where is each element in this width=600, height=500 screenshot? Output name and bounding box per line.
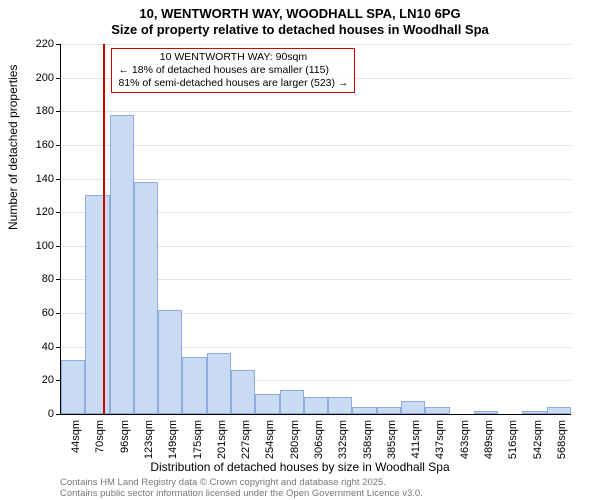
ytick-label: 140 xyxy=(24,173,54,185)
ytick-label: 40 xyxy=(24,341,54,353)
gridline xyxy=(61,179,571,180)
histogram-bar xyxy=(474,411,498,414)
gridline xyxy=(61,111,571,112)
histogram-bar xyxy=(231,370,255,414)
histogram-bar xyxy=(255,394,279,414)
annotation-line1: 10 WENTWORTH WAY: 90sqm xyxy=(118,51,348,64)
histogram-bar xyxy=(158,310,182,414)
ytick-label: 20 xyxy=(24,374,54,386)
ytick-label: 0 xyxy=(24,408,54,420)
histogram-bar xyxy=(328,397,352,414)
ytick-label: 220 xyxy=(24,38,54,50)
annotation-line3: 81% of semi-detached houses are larger (… xyxy=(118,77,348,90)
histogram-bar xyxy=(182,357,206,414)
chart-title-description: Size of property relative to detached ho… xyxy=(0,22,600,37)
ytick-mark xyxy=(56,111,61,112)
ytick-mark xyxy=(56,179,61,180)
ytick-label: 180 xyxy=(24,105,54,117)
ytick-mark xyxy=(56,145,61,146)
property-size-chart: 10, WENTWORTH WAY, WOODHALL SPA, LN10 6P… xyxy=(0,0,600,500)
y-axis-title: Number of detached properties xyxy=(6,65,20,230)
ytick-label: 160 xyxy=(24,139,54,151)
ytick-mark xyxy=(56,279,61,280)
histogram-bar xyxy=(85,195,109,414)
ytick-mark xyxy=(56,78,61,79)
histogram-bar xyxy=(207,353,231,414)
chart-title-address: 10, WENTWORTH WAY, WOODHALL SPA, LN10 6P… xyxy=(0,6,600,21)
histogram-bar xyxy=(61,360,85,414)
annotation-line2: ← 18% of detached houses are smaller (11… xyxy=(118,64,348,77)
ytick-mark xyxy=(56,347,61,348)
property-marker-line xyxy=(103,44,105,414)
plot-area: 10 WENTWORTH WAY: 90sqm← 18% of detached… xyxy=(60,44,571,415)
ytick-label: 80 xyxy=(24,273,54,285)
histogram-bar xyxy=(377,407,401,414)
annotation-box: 10 WENTWORTH WAY: 90sqm← 18% of detached… xyxy=(111,48,355,93)
x-axis-title: Distribution of detached houses by size … xyxy=(0,460,600,474)
ytick-mark xyxy=(56,246,61,247)
histogram-bar xyxy=(425,407,449,414)
ytick-label: 100 xyxy=(24,240,54,252)
ytick-mark xyxy=(56,212,61,213)
ytick-mark xyxy=(56,414,61,415)
histogram-bar xyxy=(547,407,571,414)
gridline xyxy=(61,44,571,45)
attribution-text: Contains HM Land Registry data © Crown c… xyxy=(60,478,423,500)
ytick-label: 200 xyxy=(24,72,54,84)
gridline xyxy=(61,145,571,146)
histogram-bar xyxy=(134,182,158,414)
histogram-bar xyxy=(304,397,328,414)
ytick-label: 120 xyxy=(24,206,54,218)
ytick-mark xyxy=(56,44,61,45)
histogram-bar xyxy=(401,401,425,414)
ytick-mark xyxy=(56,313,61,314)
histogram-bar xyxy=(110,115,134,414)
histogram-bar xyxy=(522,411,546,414)
attribution-line2: Contains public sector information licen… xyxy=(60,489,423,500)
histogram-bar xyxy=(352,407,376,414)
histogram-bar xyxy=(280,390,304,414)
ytick-label: 60 xyxy=(24,307,54,319)
